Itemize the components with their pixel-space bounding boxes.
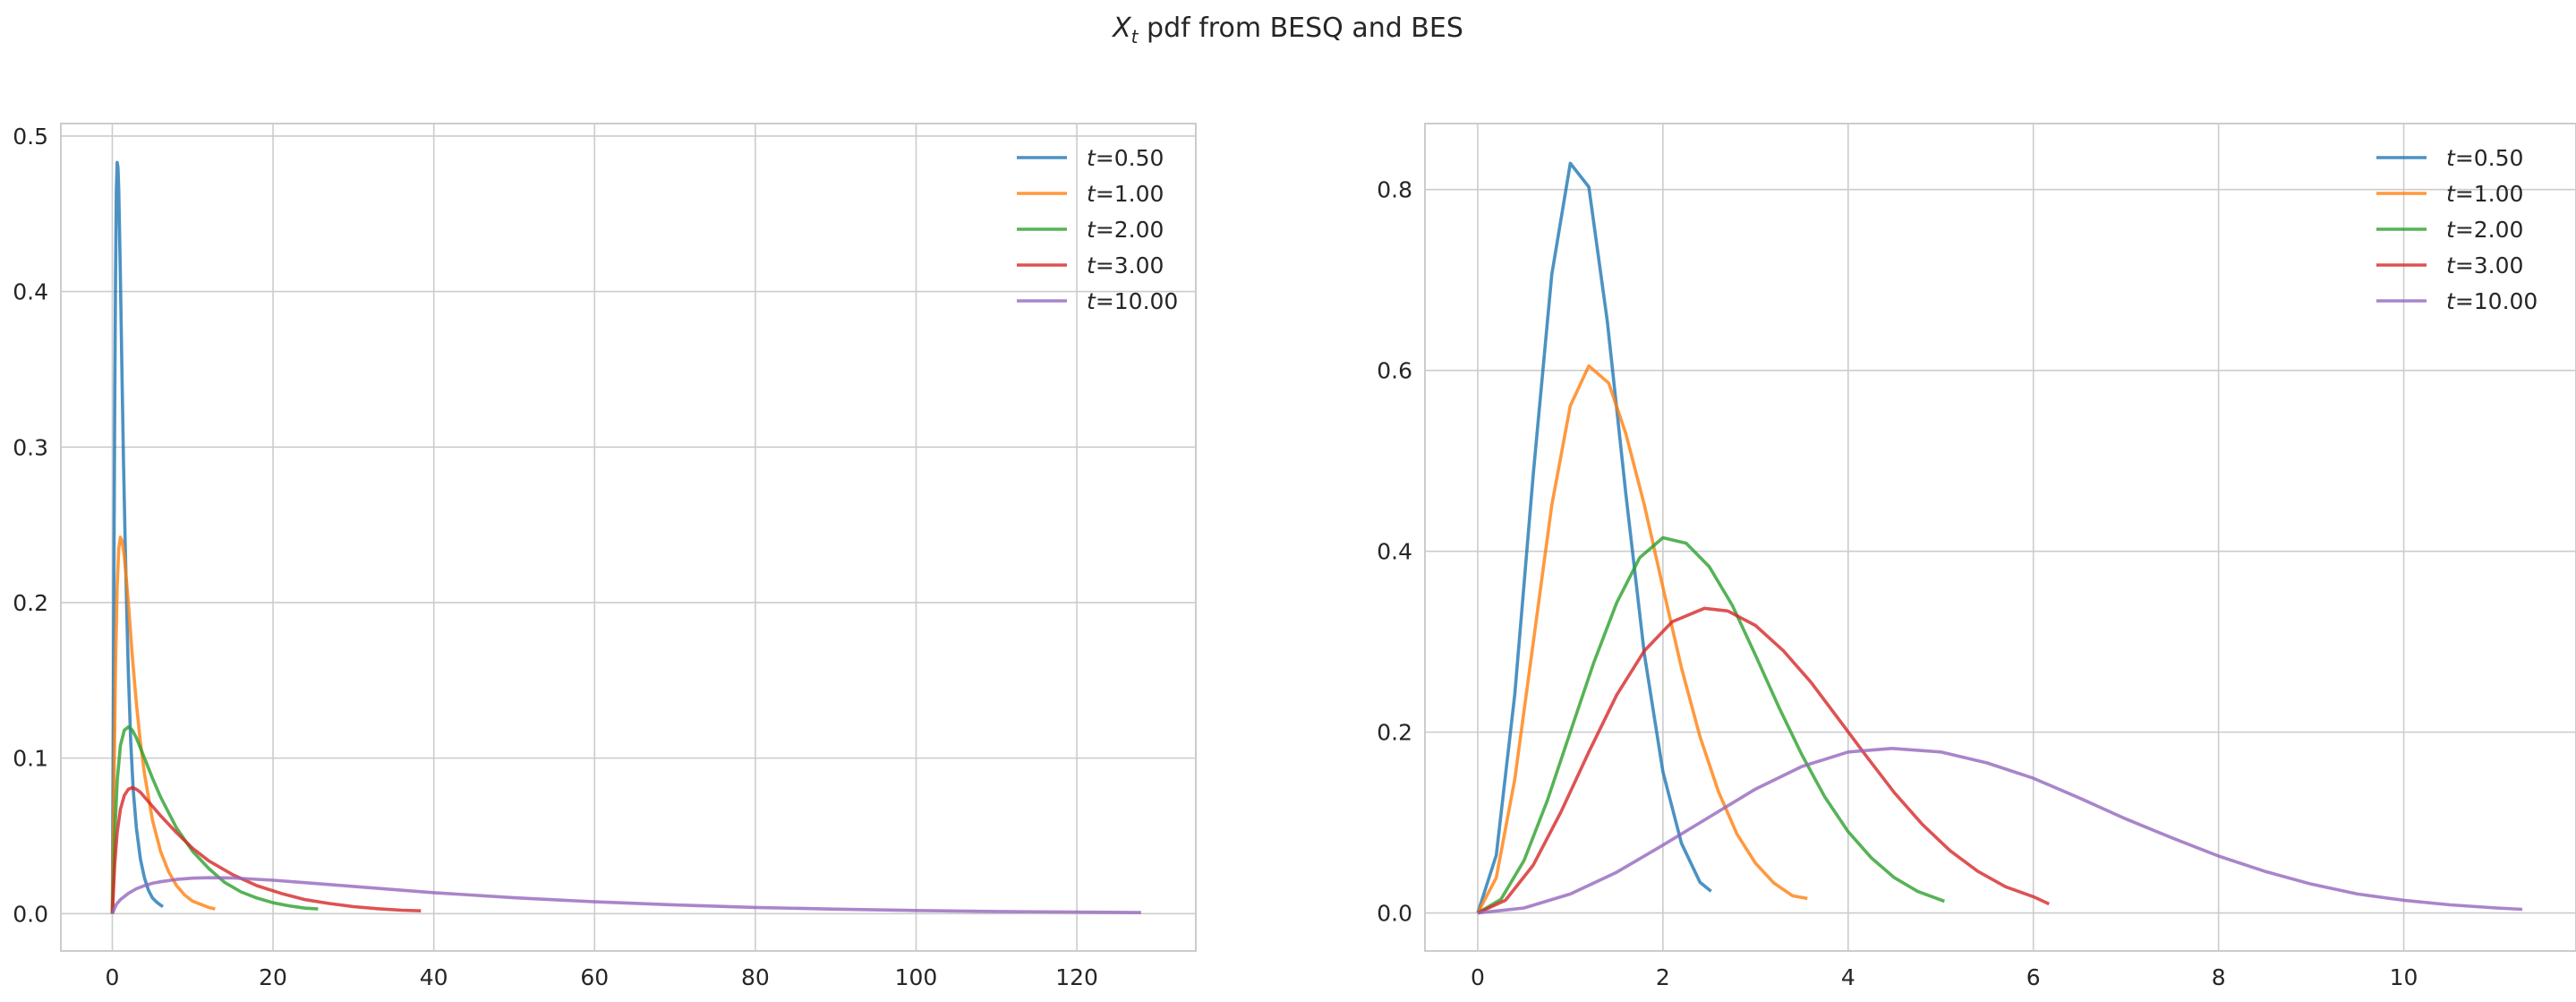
title-subscript: t [1130,26,1139,47]
besq-pdf-chart: 0 20 40 60 80 100 1200.00.10.20.30.40.5t=0.50t… [13,123,1197,990]
legend-label: t=0.50 [1087,145,1164,171]
x-tick-label: 10 [2390,964,2418,990]
y-tick-label: 0.0 [13,901,48,927]
y-tick-label: 0.2 [13,590,48,616]
legend-label: t=2.00 [2446,217,2523,243]
y-tick-label: 0.5 [13,124,48,150]
x-tick-label: 8 [2212,964,2226,990]
title-variable: X [1113,13,1131,44]
x-tick-label: 40 [420,964,448,990]
series-line-1 [1476,364,1808,914]
x-tick-label: 4 [1841,964,1855,990]
x-tick-label: 120 [1055,964,1098,990]
legend-label: t=1.00 [1087,181,1164,207]
figure-title: Xt pdf from BESQ and BES [0,13,2576,47]
series-line-4 [1477,747,2523,915]
series-line-3 [110,785,422,914]
legend: t=0.50 t=1.00 t=2.00 t=3.00 t=10.00 [1017,145,1178,314]
legend-label: t=10.00 [2446,288,2538,314]
title-text: pdf from BESQ and BES [1138,13,1463,44]
series-line-3 [1477,606,2051,915]
legend-label: t=0.50 [2446,145,2523,171]
series-line-0 [1476,161,1712,914]
y-tick-label: 0.3 [13,434,48,460]
x-tick-label: 100 [895,964,938,990]
x-tick-label: 60 [580,964,609,990]
plot-frame [60,123,1197,952]
x-tick-label: 0 [106,964,120,990]
legend: t=0.50 t=1.00 t=2.00 t=3.00 t=10.00 [2376,145,2538,314]
y-tick-label: 0.1 [13,746,48,772]
series-line-4 [110,876,1141,915]
plot-frame [1424,123,2576,952]
series-line-2 [1477,535,1946,915]
x-tick-label: 80 [741,964,770,990]
series-line-1 [110,535,216,914]
y-tick-label: 0.6 [1377,358,1412,384]
y-tick-label: 0.4 [1377,539,1412,565]
legend-label: t=3.00 [2446,253,2523,278]
x-tick-label: 0 [1471,964,1485,990]
y-tick-label: 0.8 [1377,177,1412,203]
legend-label: t=1.00 [2446,181,2523,207]
x-tick-label: 6 [2026,964,2041,990]
x-tick-label: 20 [259,964,287,990]
series-line-2 [110,725,319,914]
y-tick-label: 0.0 [1377,901,1412,927]
bes-pdf-chart: 0 2 4 6 8 10 0.0 0.2 0.4 0.6 0.8 t=0.50 t=1.00 t=2.00… [1377,123,2576,990]
legend-label: t=3.00 [1087,253,1164,278]
series-line-0 [110,160,164,914]
legend-label: t=10.00 [1087,288,1178,314]
y-tick-label: 0.4 [13,279,48,305]
y-tick-label: 0.2 [1377,720,1412,746]
legend-label: t=2.00 [1087,217,1164,243]
x-tick-label: 2 [1656,964,1670,990]
